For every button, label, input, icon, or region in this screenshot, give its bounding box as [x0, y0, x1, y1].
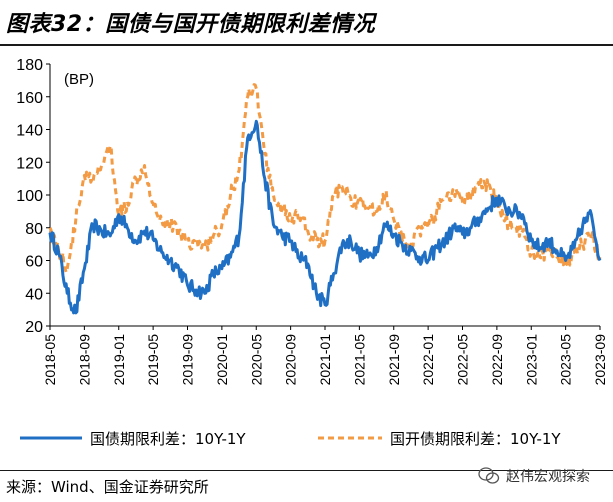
watermark: 赵伟宏观探索 [478, 464, 610, 488]
line-chart: 20 40 60 80 100 120 140 160 180 2018-05 2018-09 201… [16, 57, 608, 448]
title-divider [0, 44, 613, 46]
x-tick-label: 2021-01 [317, 334, 333, 386]
legend-item-cdb-label: 国开债期限利差：10Y-1Y [390, 430, 561, 448]
y-tick-label: 40 [25, 286, 43, 303]
y-tick-label: 80 [25, 221, 43, 238]
footer-divider [0, 470, 613, 471]
watermark-text: 赵伟宏观探索 [506, 469, 590, 485]
figure-title: 图表32：国债与国开债期限利差情况 [6, 12, 376, 37]
x-tick-label: 2019-01 [111, 334, 127, 386]
y-tick-label: 140 [16, 123, 43, 140]
x-tick-label: 2020-01 [214, 334, 230, 386]
y-tick-label: 100 [16, 188, 43, 205]
x-tick-label: 2022-01 [420, 334, 436, 386]
y-tick-label: 120 [16, 155, 43, 172]
y-tick-label: 60 [25, 254, 43, 271]
wechat-icon [478, 467, 500, 484]
y-axis-label: (BP) [64, 71, 94, 88]
x-tick-label: 2020-09 [283, 334, 299, 386]
x-tick-label: 2022-05 [455, 334, 471, 386]
x-tick-label: 2023-09 [592, 334, 608, 386]
y-tick-label: 180 [16, 57, 43, 74]
y-tick-label: 20 [25, 319, 43, 336]
source-note: 来源：Wind、国金证券研究所 [6, 478, 209, 496]
chart-lines [48, 83, 602, 315]
series-line-treasury [48, 119, 602, 315]
x-tick-label: 2019-05 [145, 334, 161, 386]
legend-item-treasury-label: 国债期限利差：10Y-1Y [90, 430, 246, 448]
chart-legend: 国债期限利差：10Y-1Y 国开债期限利差：10Y-1Y [20, 430, 561, 448]
x-tick-label: 2018-09 [76, 334, 92, 386]
x-tick-label: 2023-01 [523, 334, 539, 386]
x-tick-label: 2020-05 [248, 334, 264, 386]
x-tick-label: 2023-05 [558, 334, 574, 386]
x-tick-label: 2018-05 [42, 334, 58, 386]
x-tick-label: 2021-05 [351, 334, 367, 386]
x-tick-label: 2021-09 [386, 334, 402, 386]
series-line-cdb [48, 83, 602, 274]
chart-axes: 20 40 60 80 100 120 140 160 180 2018-05 2018-09 201… [16, 57, 608, 385]
y-tick-label: 160 [16, 90, 43, 107]
x-tick-label: 2022-09 [489, 334, 505, 386]
x-tick-label: 2019-09 [180, 334, 196, 386]
